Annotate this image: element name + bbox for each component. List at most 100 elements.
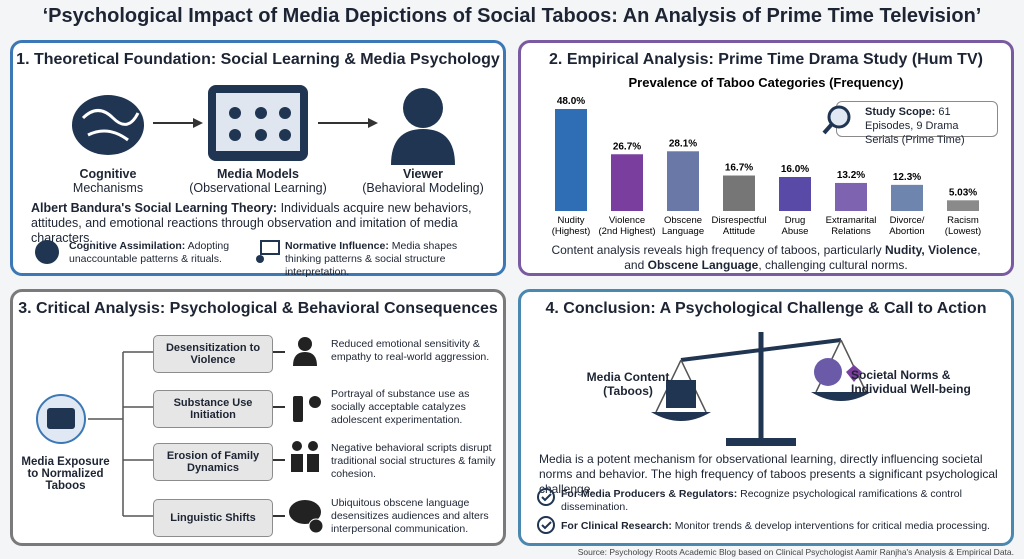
bar xyxy=(723,175,755,211)
x-tick-label: Racism xyxy=(947,215,979,226)
bar xyxy=(611,154,643,211)
bar xyxy=(835,182,867,211)
speech-icon xyxy=(289,500,321,524)
theory-text: Individuals acquire new behaviors, attit… xyxy=(31,201,472,245)
value-label: 13.2% xyxy=(837,170,865,181)
tv-icon xyxy=(47,408,75,429)
value-label: 16.0% xyxy=(781,164,809,175)
bar xyxy=(555,109,587,211)
arrow xyxy=(271,351,285,517)
action-text: Recognize psychological ramifications & … xyxy=(561,488,962,513)
action: For Media Producers & Regulators: Recogn… xyxy=(561,488,1001,514)
value-label: 28.1% xyxy=(669,138,697,149)
source-label: Media Exposure to Normalized Taboos xyxy=(21,456,110,492)
chart-title: Prevalence of Taboo Categories (Frequenc… xyxy=(629,75,904,90)
brain-icon xyxy=(814,358,842,386)
summary-text: , challenging cultural norms. xyxy=(758,258,908,272)
flow-sub: (Behavioral Modeling) xyxy=(362,181,484,195)
figure xyxy=(279,107,291,119)
summary-text: Content analysis reveals high frequency … xyxy=(551,243,882,257)
summary-bold: Obscene Language xyxy=(647,258,759,272)
item-box: Erosion of Family Dynamics xyxy=(153,443,273,481)
conclusion-text: Media is a potent mechanism for observat… xyxy=(539,452,998,496)
point-text: Adopting unaccountable patterns & ritual… xyxy=(69,240,230,265)
scale-base xyxy=(726,438,796,446)
figure xyxy=(255,107,267,119)
item-box: Substance Use Initiation xyxy=(153,390,273,428)
flow-label: Cognitive xyxy=(79,167,137,181)
action-lead: For Clinical Research: xyxy=(561,520,672,532)
x-tick-label: (Lowest) xyxy=(945,226,981,237)
check-icon xyxy=(537,516,555,534)
x-tick-label: (Highest) xyxy=(552,226,591,237)
connector xyxy=(88,351,153,517)
panel-heading: 1. Theoretical Foundation: Social Learni… xyxy=(16,51,500,68)
x-tick-label: Abortion xyxy=(889,226,924,237)
item-text: Ubiquitous obscene language desensitizes… xyxy=(331,497,489,535)
flow-icons xyxy=(72,85,455,165)
value-label: 48.0% xyxy=(557,96,585,107)
item-box: Desensitization to Violence xyxy=(153,335,273,373)
x-tick-label: Disrespectful xyxy=(712,215,767,226)
point-lead: Normative Influence: xyxy=(285,240,389,252)
summary-bold: Nudity, Violence xyxy=(884,243,978,257)
left-label: Media Content (Taboos) xyxy=(586,370,670,398)
bar xyxy=(667,151,699,211)
media-icon xyxy=(666,380,696,408)
panel-heading: 3. Critical Analysis: Psychological & Be… xyxy=(18,300,498,317)
check-icon xyxy=(537,488,555,506)
tv-screen xyxy=(216,93,300,151)
scale-icon xyxy=(651,332,871,446)
icon xyxy=(309,396,321,408)
point: Normative Influence: Media shapes thinki… xyxy=(285,240,495,279)
bar xyxy=(891,184,923,211)
scale-pan xyxy=(811,392,871,401)
figure xyxy=(255,129,267,141)
arrow-head xyxy=(193,118,203,128)
figure xyxy=(229,107,241,119)
viewer-body xyxy=(391,129,455,165)
viewer-head xyxy=(403,88,443,128)
brain-icon xyxy=(72,95,144,155)
x-tick-label: Relations xyxy=(831,226,871,237)
bar xyxy=(779,177,811,211)
panel-empirical: 2. Empirical Analysis: Prime Time Drama … xyxy=(518,40,1014,276)
panel-heading: 4. Conclusion: A Psychological Challenge… xyxy=(545,300,987,317)
x-tick-label: Divorce/ xyxy=(890,215,925,226)
icon xyxy=(292,441,302,451)
icon xyxy=(293,352,317,366)
head-icon xyxy=(35,240,59,264)
arrow-head xyxy=(368,118,378,128)
tree-lines xyxy=(36,337,324,534)
page-title: ‘Psychological Impact of Media Depiction… xyxy=(42,5,982,27)
scale-pan xyxy=(651,412,711,421)
flow-step: Viewer (Behavioral Modeling) xyxy=(353,167,493,195)
panel-theory: 1. Theoretical Foundation: Social Learni… xyxy=(10,40,506,279)
item-text: Reduced emotional sensitivity & empathy … xyxy=(331,338,490,363)
summary-text: , and xyxy=(624,243,981,272)
x-tick-label: Nudity xyxy=(558,215,585,226)
panel-heading: 2. Empirical Analysis: Prime Time Drama … xyxy=(549,51,983,68)
x-tick-label: Attitude xyxy=(723,226,755,237)
x-tick-label: Language xyxy=(662,226,704,237)
flow-step: Cognitive Mechanisms xyxy=(53,167,163,195)
x-tick-label: Drug xyxy=(785,215,806,226)
value-label: 5.03% xyxy=(949,187,977,198)
x-tick-label: Obscene xyxy=(664,215,702,226)
scope-box: Study Scope: 61 Episodes, 9 Drama Serial… xyxy=(836,101,998,146)
scale-beam xyxy=(680,338,842,362)
flow-label: Media Models xyxy=(217,167,299,181)
item-box: Linguistic Shifts xyxy=(153,499,273,537)
flow-label: Viewer xyxy=(402,167,444,181)
theory: Albert Bandura's Social Learning Theory:… xyxy=(31,201,491,246)
point: Cognitive Assimilation: Adopting unaccou… xyxy=(69,240,249,266)
figure xyxy=(279,129,291,141)
summary: Content analysis reveals high frequency … xyxy=(541,243,991,273)
value-label: 12.3% xyxy=(893,172,921,183)
x-tick-label: Violence xyxy=(609,215,645,226)
item-text: Portrayal of substance use as socially a… xyxy=(331,388,470,426)
board-icon xyxy=(256,240,280,263)
point-text: Media shapes thinking patterns & social … xyxy=(285,240,458,278)
footer: Source: Psychology Roots Academic Blog b… xyxy=(577,547,1014,557)
